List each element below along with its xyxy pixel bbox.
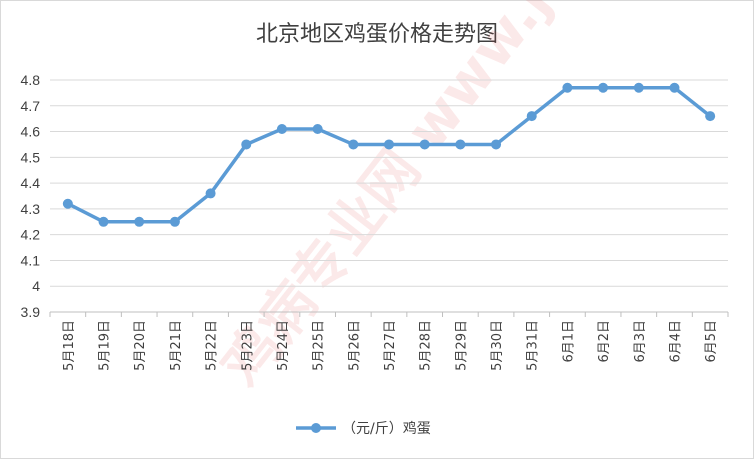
data-point bbox=[669, 82, 680, 93]
x-tick-label: 6月4日 bbox=[668, 320, 683, 363]
x-tick-label: 5月20日 bbox=[133, 320, 148, 371]
data-point bbox=[241, 139, 252, 150]
x-tick-label: 5月23日 bbox=[240, 320, 255, 371]
legend-label: （元/斤）鸡蛋 bbox=[342, 420, 431, 437]
data-point bbox=[633, 82, 644, 93]
data-point bbox=[134, 216, 145, 227]
data-point bbox=[598, 82, 609, 93]
x-tick-label: 5月26日 bbox=[347, 320, 362, 371]
legend: （元/斤）鸡蛋 bbox=[296, 420, 431, 437]
x-tick-label: 5月24日 bbox=[276, 320, 291, 371]
x-tick-label: 5月30日 bbox=[490, 320, 505, 371]
data-point bbox=[169, 216, 180, 227]
y-tick-label: 4.8 bbox=[21, 72, 41, 88]
data-point bbox=[491, 139, 502, 150]
x-tick-label: 6月3日 bbox=[633, 320, 648, 363]
data-point bbox=[705, 111, 716, 122]
data-point bbox=[526, 111, 537, 122]
legend-marker bbox=[311, 423, 321, 433]
x-axis-ticks: 5月18日 5月19日 5月20日 5月21日 5月22日 5月23日 5月24日 5月25日… bbox=[62, 320, 719, 371]
data-point bbox=[455, 139, 466, 150]
data-point bbox=[205, 188, 216, 199]
x-tick-label: 5月31日 bbox=[526, 320, 541, 371]
x-tick-label: 5月27日 bbox=[383, 320, 398, 371]
x-tick-label: 5月25日 bbox=[312, 320, 327, 371]
x-tick-label: 5月22日 bbox=[205, 320, 220, 371]
y-tick-label: 4.1 bbox=[21, 252, 41, 268]
x-tick-label: 6月2日 bbox=[597, 320, 612, 363]
x-tick-label: 5月18日 bbox=[62, 320, 77, 371]
x-tick-label: 6月1日 bbox=[561, 320, 576, 363]
x-axis bbox=[49, 311, 729, 317]
y-axis-ticks: 3.9 4 4.1 4.2 4.3 4.4 4.5 4.6 4.7 4.8 bbox=[21, 72, 41, 320]
y-tick-label: 4.2 bbox=[21, 227, 41, 243]
data-point bbox=[312, 123, 323, 134]
y-tick-label: 4 bbox=[32, 278, 40, 294]
y-tick-label: 4.4 bbox=[21, 175, 41, 191]
series-eggs bbox=[62, 82, 716, 227]
x-tick-label: 5月28日 bbox=[419, 320, 434, 371]
y-tick-label: 4.6 bbox=[21, 124, 41, 140]
chart-title: 北京地区鸡蛋价格走势图 bbox=[255, 22, 498, 47]
data-point bbox=[98, 216, 109, 227]
x-tick-label: 6月5日 bbox=[704, 320, 719, 363]
x-tick-label: 5月19日 bbox=[98, 320, 113, 371]
data-point bbox=[62, 198, 73, 209]
y-tick-label: 4.3 bbox=[21, 201, 41, 217]
x-tick-label: 5月21日 bbox=[169, 320, 184, 371]
x-tick-label: 5月29日 bbox=[454, 320, 469, 371]
y-tick-label: 4.5 bbox=[21, 149, 41, 165]
data-point bbox=[419, 139, 430, 150]
data-point bbox=[384, 139, 394, 150]
y-tick-label: 4.7 bbox=[21, 98, 41, 114]
data-point bbox=[562, 82, 573, 93]
y-tick-label: 3.9 bbox=[21, 304, 41, 320]
data-point bbox=[276, 123, 287, 134]
data-point bbox=[348, 139, 359, 150]
